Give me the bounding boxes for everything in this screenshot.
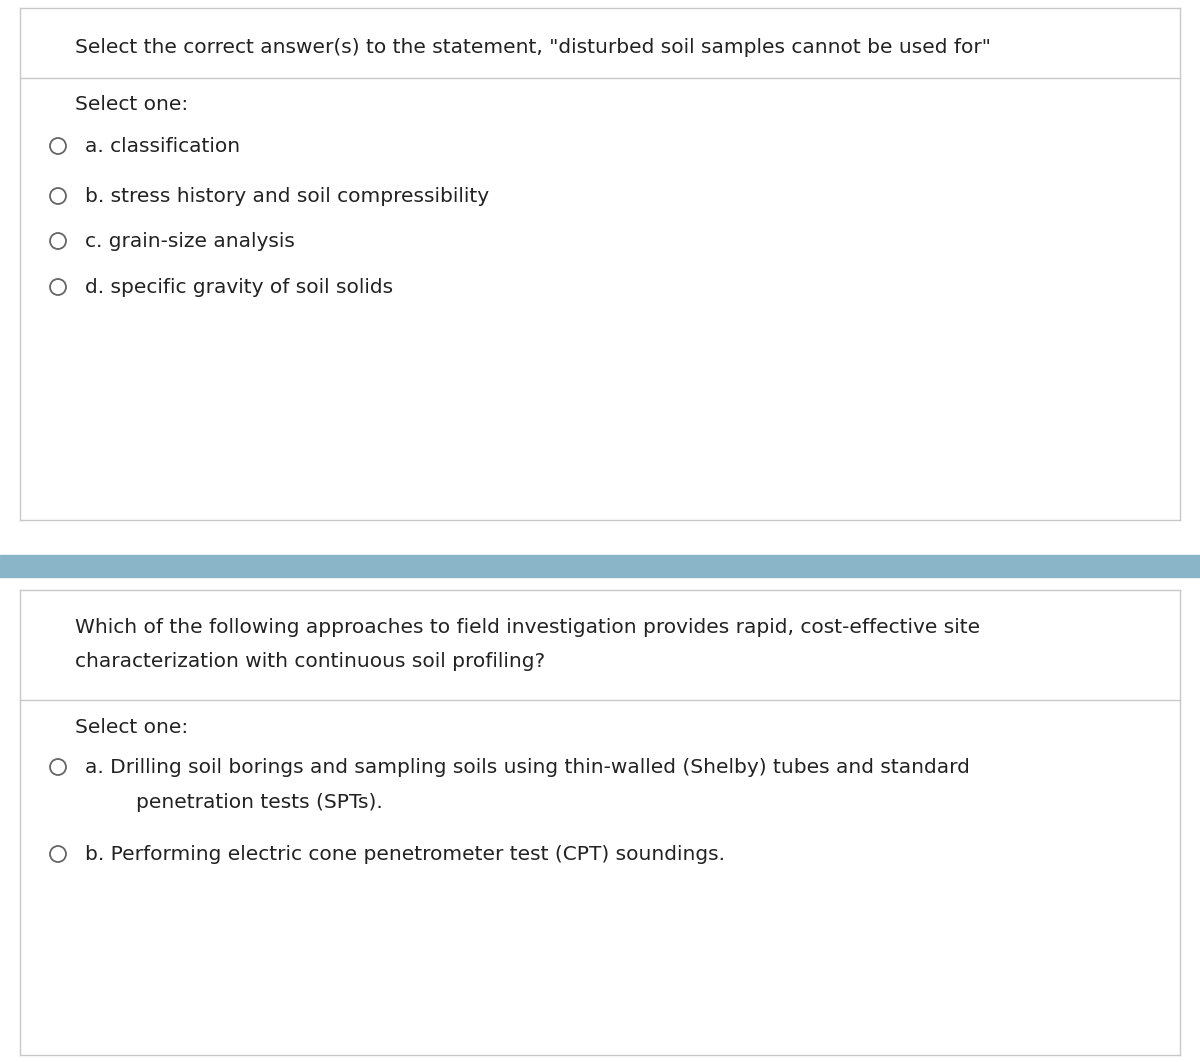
Text: d. specific gravity of soil solids: d. specific gravity of soil solids	[85, 278, 394, 297]
Text: Select one:: Select one:	[74, 718, 188, 737]
Text: Select one:: Select one:	[74, 95, 188, 114]
Text: Which of the following approaches to field investigation provides rapid, cost-ef: Which of the following approaches to fie…	[74, 618, 980, 637]
Text: penetration tests (SPTs).: penetration tests (SPTs).	[85, 793, 383, 812]
Text: b. stress history and soil compressibility: b. stress history and soil compressibili…	[85, 187, 490, 206]
Text: c. grain-size analysis: c. grain-size analysis	[85, 232, 295, 251]
Bar	[0, 555, 1200, 577]
Text: characterization with continuous soil profiling?: characterization with continuous soil pr…	[74, 652, 545, 671]
Text: b. Performing electric cone penetrometer test (CPT) soundings.: b. Performing electric cone penetrometer…	[85, 845, 725, 864]
Text: a. Drilling soil borings and sampling soils using thin-walled (Shelby) tubes and: a. Drilling soil borings and sampling so…	[85, 758, 970, 777]
Text: a. classification: a. classification	[85, 137, 240, 156]
Text: Select the correct answer(s) to the statement, "disturbed soil samples cannot be: Select the correct answer(s) to the stat…	[74, 38, 991, 57]
